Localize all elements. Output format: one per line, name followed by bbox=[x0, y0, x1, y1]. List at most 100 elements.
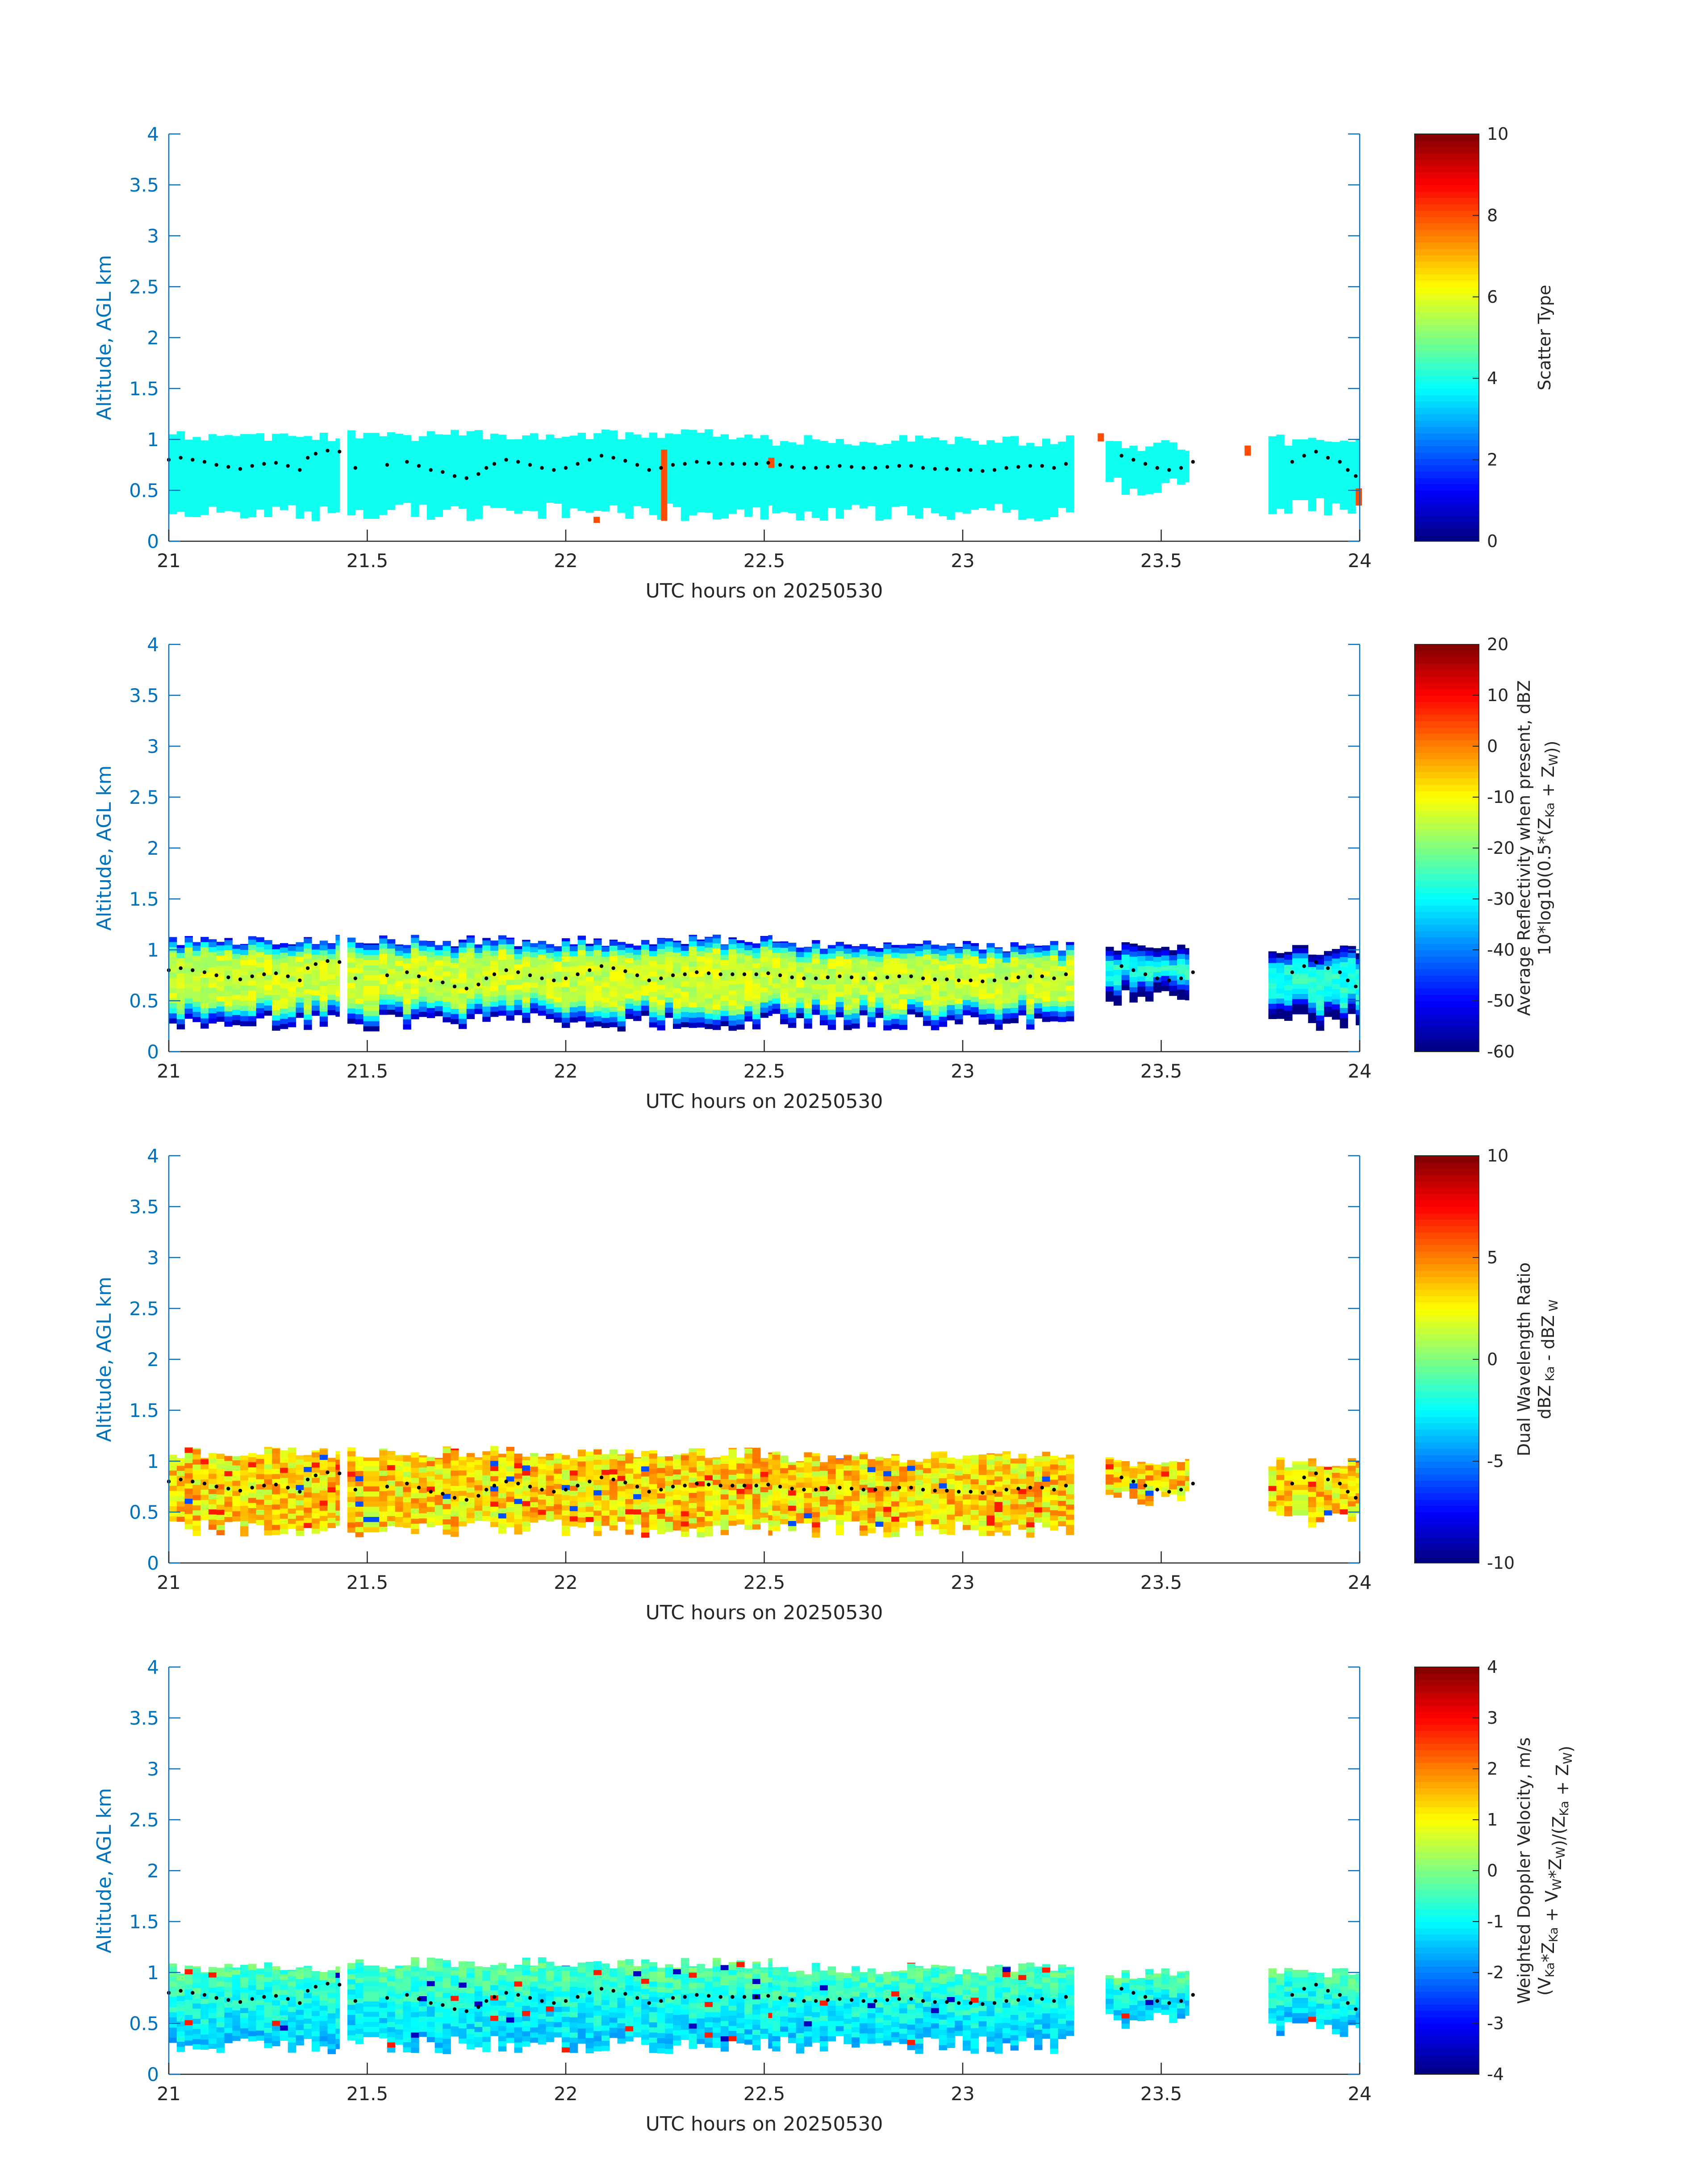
heatmap-cell bbox=[264, 1520, 272, 1525]
heatmap-cell bbox=[772, 497, 781, 503]
heatmap-cell bbox=[355, 448, 364, 454]
heatmap-cell bbox=[978, 457, 987, 463]
marker-dot bbox=[1326, 455, 1330, 460]
heatmap-cell bbox=[1284, 445, 1293, 448]
heatmap-cell bbox=[490, 981, 499, 986]
y-tick-label: 1.5 bbox=[129, 378, 159, 400]
marker-dot bbox=[933, 977, 937, 982]
heatmap-cell bbox=[601, 946, 610, 952]
heatmap-cell bbox=[1018, 959, 1027, 965]
heatmap-cell bbox=[1356, 1020, 1360, 1025]
heatmap-cell bbox=[554, 961, 562, 967]
heatmap-cell bbox=[248, 1482, 257, 1488]
colorbar-tick-label: 8 bbox=[1487, 205, 1498, 225]
heatmap-cell bbox=[681, 956, 689, 961]
heatmap-cell bbox=[752, 492, 761, 497]
heatmap-cell bbox=[585, 971, 594, 977]
heatmap-cell bbox=[327, 482, 336, 488]
heatmap-cell bbox=[891, 957, 900, 963]
heatmap-cell bbox=[264, 506, 272, 512]
heatmap-cell bbox=[256, 453, 264, 459]
heatmap-cell bbox=[819, 464, 828, 470]
heatmap-cell bbox=[1276, 437, 1285, 443]
heatmap-cell bbox=[319, 491, 328, 497]
heatmap-cell bbox=[411, 496, 419, 502]
heatmap-cell bbox=[176, 501, 185, 507]
heatmap-cell bbox=[585, 944, 594, 946]
heatmap-cell bbox=[1292, 439, 1301, 444]
heatmap-cell bbox=[947, 969, 955, 975]
heatmap-cell bbox=[1268, 447, 1277, 453]
heatmap-cell bbox=[363, 457, 372, 463]
heatmap-cell bbox=[955, 999, 963, 1004]
heatmap-cell bbox=[617, 439, 626, 442]
heatmap-cell bbox=[601, 430, 610, 435]
heatmap-cell bbox=[744, 471, 753, 476]
heatmap-cell bbox=[304, 1482, 312, 1488]
heatmap-cell bbox=[844, 484, 852, 489]
x-tick-label: 23 bbox=[951, 550, 974, 572]
heatmap-cell bbox=[1042, 1006, 1051, 1012]
heatmap-cell bbox=[859, 447, 868, 453]
heatmap-cell bbox=[712, 443, 721, 448]
heatmap-cell bbox=[1185, 969, 1190, 975]
heatmap-cell bbox=[296, 1469, 304, 1475]
colorbar-swatch bbox=[1415, 829, 1479, 836]
heatmap-cell bbox=[379, 474, 388, 480]
heatmap-cell bbox=[978, 963, 987, 969]
heatmap-cell bbox=[812, 1004, 820, 1010]
heatmap-cell bbox=[1026, 487, 1035, 493]
heatmap-cell bbox=[844, 979, 852, 985]
heatmap-cell bbox=[681, 965, 689, 971]
heatmap-cell bbox=[689, 505, 697, 510]
heatmap-cell bbox=[419, 499, 427, 505]
heatmap-cell bbox=[288, 976, 296, 982]
heatmap-cell bbox=[569, 472, 578, 478]
heatmap-cell bbox=[883, 1010, 892, 1015]
heatmap-cell bbox=[899, 485, 908, 491]
heatmap-cell bbox=[248, 446, 257, 451]
marker-dot bbox=[599, 964, 604, 968]
heatmap-cell bbox=[819, 984, 828, 990]
heatmap-cell bbox=[208, 998, 217, 1003]
heatmap-cell bbox=[363, 508, 372, 514]
heatmap-cell bbox=[835, 986, 844, 992]
marker-dot bbox=[814, 466, 818, 470]
heatmap-cell bbox=[434, 965, 443, 971]
heatmap-cell bbox=[1034, 515, 1043, 521]
heatmap-cell bbox=[280, 962, 288, 968]
heatmap-cell bbox=[248, 1006, 257, 1011]
heatmap-cell bbox=[319, 1011, 328, 1017]
heatmap-cell bbox=[232, 984, 241, 990]
heatmap-cell bbox=[780, 441, 789, 446]
heatmap-cell bbox=[796, 500, 804, 506]
heatmap-cell bbox=[216, 1525, 225, 1530]
heatmap-cell bbox=[482, 991, 491, 997]
heatmap-cell bbox=[355, 968, 364, 974]
heatmap-cell bbox=[474, 488, 483, 494]
heatmap-cell bbox=[490, 950, 499, 956]
heatmap-cell bbox=[673, 501, 681, 507]
heatmap-cell bbox=[712, 488, 721, 494]
heatmap-cell bbox=[852, 962, 860, 968]
heatmap-cell bbox=[1292, 948, 1301, 953]
heatmap-cell bbox=[327, 984, 336, 990]
heatmap-cell bbox=[1292, 449, 1301, 455]
heatmap-cell bbox=[216, 975, 225, 981]
heatmap-cell bbox=[288, 1472, 296, 1478]
heatmap-cell bbox=[363, 1000, 372, 1006]
heatmap-cell bbox=[891, 471, 900, 476]
heatmap-cell bbox=[1042, 1011, 1051, 1017]
heatmap-cell bbox=[192, 486, 201, 492]
heatmap-cell bbox=[363, 1511, 372, 1517]
heatmap-cell bbox=[1042, 443, 1051, 448]
heatmap-cell bbox=[474, 430, 483, 433]
heatmap-cell bbox=[665, 961, 673, 967]
heatmap-cell bbox=[458, 457, 467, 463]
heatmap-cell bbox=[288, 443, 296, 449]
heatmap-cell bbox=[304, 1467, 312, 1472]
heatmap-cell bbox=[601, 440, 610, 446]
marker-dot bbox=[305, 966, 310, 970]
x-axis-label: UTC hours on 20250530 bbox=[646, 580, 883, 602]
heatmap-cell bbox=[490, 986, 499, 992]
